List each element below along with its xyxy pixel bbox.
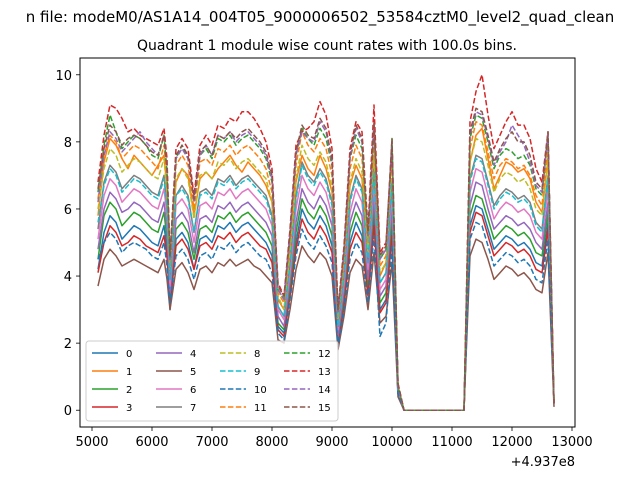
y-tick-label: 4 <box>64 270 72 285</box>
legend-label-1: 1 <box>126 367 132 378</box>
x-tick-label: 12000 <box>491 435 532 450</box>
y-tick-label: 6 <box>64 203 72 218</box>
x-tick-label: 9000 <box>315 435 348 450</box>
x-tick-label: 10000 <box>371 435 412 450</box>
series-line-5 <box>97 238 555 411</box>
x-axis: 5000 6000 7000 8000 9000 10000 11000 12000 13000 <box>75 427 593 450</box>
legend-label-7: 7 <box>190 403 196 414</box>
legend-label-3: 3 <box>126 403 132 414</box>
legend-label-15: 15 <box>318 403 331 414</box>
y-tick-label: 10 <box>55 69 72 84</box>
legend-label-14: 14 <box>318 385 331 396</box>
x-tick-label: 5000 <box>75 435 108 450</box>
series-line-10 <box>97 221 555 411</box>
x-tick-label: 13000 <box>551 435 592 450</box>
series-line-8 <box>97 137 555 411</box>
series-line-15 <box>97 107 555 411</box>
legend-label-11: 11 <box>254 403 267 414</box>
y-tick-label: 0 <box>64 404 72 419</box>
x-tick-label: 6000 <box>135 435 168 450</box>
figure-suptitle: n file: modeM0/AS1A14_004T05_9000006502_… <box>26 8 615 27</box>
legend-label-12: 12 <box>318 349 331 360</box>
x-tick-label: 11000 <box>431 435 472 450</box>
series-line-9 <box>97 157 555 411</box>
legend-label-9: 9 <box>254 367 260 378</box>
legend-label-10: 10 <box>254 385 267 396</box>
x-axis-offset-label: +4.937e8 <box>511 455 575 470</box>
legend-label-4: 4 <box>190 349 196 360</box>
series-line-13 <box>97 74 555 411</box>
x-tick-label: 8000 <box>255 435 288 450</box>
y-tick-label: 2 <box>64 337 72 352</box>
chart-title: Quadrant 1 module wise count rates with … <box>137 38 517 54</box>
series-layer <box>97 74 555 411</box>
legend-label-0: 0 <box>126 349 132 360</box>
legend-label-2: 2 <box>126 385 132 396</box>
legend-label-6: 6 <box>190 385 196 396</box>
x-tick-label: 7000 <box>195 435 228 450</box>
legend-box <box>85 340 339 422</box>
y-axis: 0 2 4 6 8 10 <box>55 69 80 419</box>
legend-label-5: 5 <box>190 367 196 378</box>
axes-frame <box>79 57 576 428</box>
legend-label-13: 13 <box>318 367 331 378</box>
legend-label-8: 8 <box>254 349 260 360</box>
y-tick-label: 8 <box>64 136 72 151</box>
